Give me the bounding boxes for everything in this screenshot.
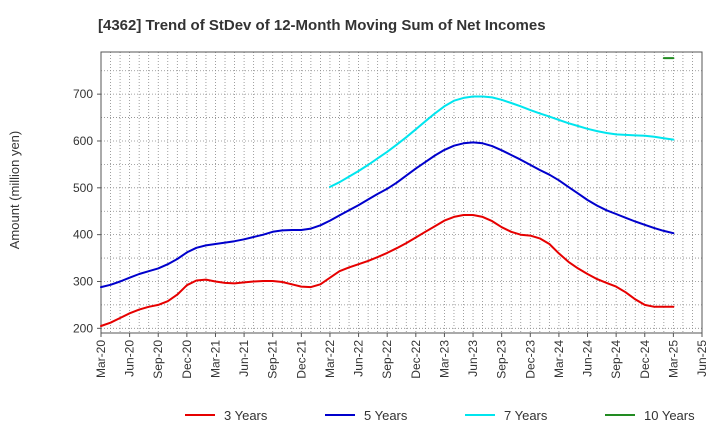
legend-label: 3 Years <box>224 408 268 423</box>
x-tick-label: Sep-23 <box>495 340 509 379</box>
legend-label: 10 Years <box>644 408 695 423</box>
x-tick-label: Jun-23 <box>466 340 480 377</box>
series-line-3-years <box>100 214 675 327</box>
x-tick-label: Mar-25 <box>666 340 680 378</box>
legend: 3 Years 5 Years 7 Years 10 Years <box>185 408 695 423</box>
y-ticks: 200 300 400 500 600 700 <box>73 87 101 335</box>
y-axis-label: Amount (million yen) <box>7 131 22 250</box>
x-tick-label: Dec-21 <box>294 340 308 379</box>
y-tick-label: 200 <box>73 321 93 335</box>
x-tick-label: Dec-22 <box>409 340 423 379</box>
legend-label: 5 Years <box>364 408 408 423</box>
x-tick-label: Mar-23 <box>437 340 451 378</box>
y-tick-label: 300 <box>73 274 93 288</box>
x-tick-label: Dec-23 <box>523 340 537 379</box>
series-line-7-years <box>329 95 675 188</box>
x-ticks: Mar-20 Jun-20 Sep-20 Dec-20 Mar-21 Jun-21 Sep-… <box>94 333 709 379</box>
x-tick-label: Mar-24 <box>552 340 566 378</box>
y-tick-label: 700 <box>73 87 93 101</box>
y-tick-label: 500 <box>73 181 93 195</box>
x-tick-label: Jun-22 <box>352 340 366 377</box>
x-tick-label: Jun-20 <box>123 340 137 377</box>
x-tick-label: Mar-22 <box>323 340 337 378</box>
x-tick-label: Dec-20 <box>180 340 194 379</box>
x-tick-label: Jun-24 <box>581 340 595 377</box>
x-tick-label: Dec-24 <box>638 340 652 379</box>
y-tick-label: 400 <box>73 228 93 242</box>
plot-frame <box>100 51 703 334</box>
series-group <box>100 57 675 327</box>
x-tick-label: Mar-20 <box>94 340 108 378</box>
x-tick-label: Sep-21 <box>266 340 280 379</box>
legend-label: 7 Years <box>504 408 548 423</box>
chart-title: [4362] Trend of StDev of 12-Month Moving… <box>98 17 546 34</box>
x-tick-label: Sep-22 <box>380 340 394 379</box>
y-tick-label: 600 <box>73 134 93 148</box>
x-tick-label: Jun-25 <box>695 340 709 377</box>
x-tick-label: Sep-20 <box>151 340 165 379</box>
x-tick-label: Sep-24 <box>609 340 623 379</box>
grid <box>101 52 702 333</box>
x-tick-label: Jun-21 <box>237 340 251 377</box>
x-tick-label: Mar-21 <box>208 340 222 378</box>
series-line-5-years <box>100 141 675 289</box>
